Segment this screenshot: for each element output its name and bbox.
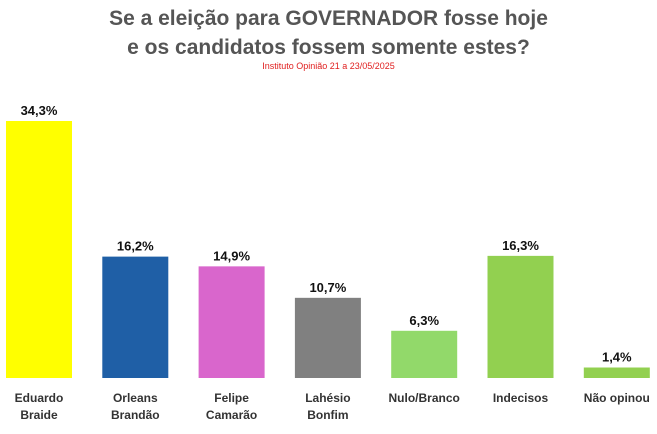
category-label-lahesio-bonfim-line-1: Lahésio (305, 391, 350, 405)
category-label-eduardo-braide-line-1: Eduardo (15, 391, 64, 405)
category-label-nulo-branco: Nulo/Branco (389, 391, 460, 405)
bar-felipe-camarao (198, 266, 265, 378)
category-label-eduardo-braide-line-2: Braide (20, 408, 58, 422)
value-label-lahesio-bonfim: 10,7% (309, 280, 346, 295)
bar-orleans-brandao (102, 256, 169, 378)
category-label-orleans-brandao-line-2: Brandão (111, 408, 160, 422)
bar-eduardo-braide (6, 121, 72, 378)
value-label-nao-opinou: 1,4% (602, 350, 632, 365)
category-label-orleans-brandao-line-1: Orleans (113, 391, 158, 405)
category-label-lahesio-bonfim-line-2: Bonfim (307, 408, 348, 422)
value-label-eduardo-braide: 34,3% (21, 103, 58, 118)
chart-title-line-1: Se a eleição para GOVERNADOR fosse hoje (109, 7, 548, 30)
bar-nulo-branco (391, 330, 458, 378)
category-label-indecisos: Indecisos (493, 391, 549, 405)
bar-nao-opinou (583, 367, 650, 378)
category-label-felipe-camarao-line-2: Camarão (206, 408, 257, 422)
category-label-felipe-camarao-line-1: Felipe (214, 391, 249, 405)
bar-indecisos (487, 255, 554, 378)
category-label-nao-opinou: Não opinou (584, 391, 650, 405)
chart-title-line-2: e os candidatos fossem somente estes? (127, 36, 530, 59)
chart-subtitle: Instituto Opinião 21 a 23/05/2025 (262, 61, 395, 71)
value-label-orleans-brandao: 16,2% (117, 239, 154, 254)
value-label-nulo-branco: 6,3% (409, 313, 439, 328)
bar-lahesio-bonfim (294, 297, 361, 378)
value-label-felipe-camarao: 14,9% (213, 248, 250, 263)
value-label-indecisos: 16,3% (502, 238, 539, 253)
chart-title: Se a eleição para GOVERNADOR fosse hoje … (0, 4, 657, 62)
